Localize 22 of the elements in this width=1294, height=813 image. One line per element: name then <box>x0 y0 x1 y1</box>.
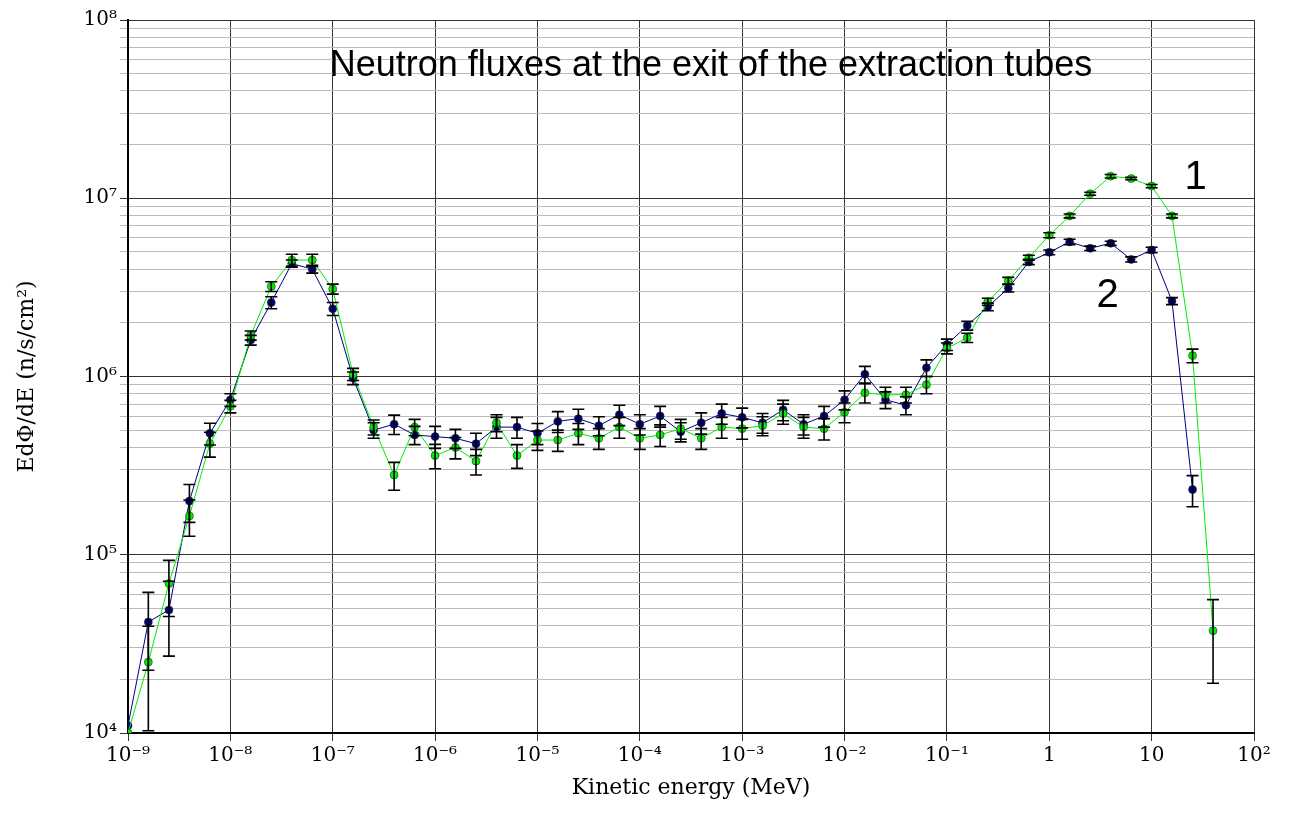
series-label: 2 <box>1096 270 1119 315</box>
x-tick-label: 10⁻² <box>822 742 867 767</box>
x-tick-label: 10⁻⁵ <box>515 742 560 767</box>
x-tick-label: 10⁻³ <box>720 742 765 767</box>
x-tick-label: 10⁻⁷ <box>310 742 355 767</box>
y-tick-label: 10⁴ <box>83 719 117 744</box>
x-tick-label: 1 <box>1042 742 1056 767</box>
x-tick-label: 10⁻⁸ <box>208 742 253 767</box>
x-tick-label: 10⁻¹ <box>924 742 969 767</box>
y-axis-title: EdΦ/dE (n/s/cm²) <box>12 280 38 473</box>
series-label: 1 <box>1184 153 1207 198</box>
y-tick-label: 10⁸ <box>83 6 117 31</box>
x-tick-label: 10⁻⁶ <box>413 742 458 767</box>
y-tick-label: 10⁷ <box>83 184 117 209</box>
x-tick-label: 10 <box>1138 742 1165 767</box>
x-tick-label: 10⁻⁹ <box>105 742 151 767</box>
x-tick-label: 10⁻⁴ <box>617 742 662 767</box>
y-tick-label: 10⁶ <box>83 362 117 387</box>
text: Neutron fluxes at the exit of the extraction tubes <box>329 42 1093 84</box>
y-tick-label: 10⁵ <box>83 540 117 565</box>
x-axis-title: Kinetic energy (MeV) <box>571 773 811 799</box>
x-tick-label: 10² <box>1237 742 1271 767</box>
